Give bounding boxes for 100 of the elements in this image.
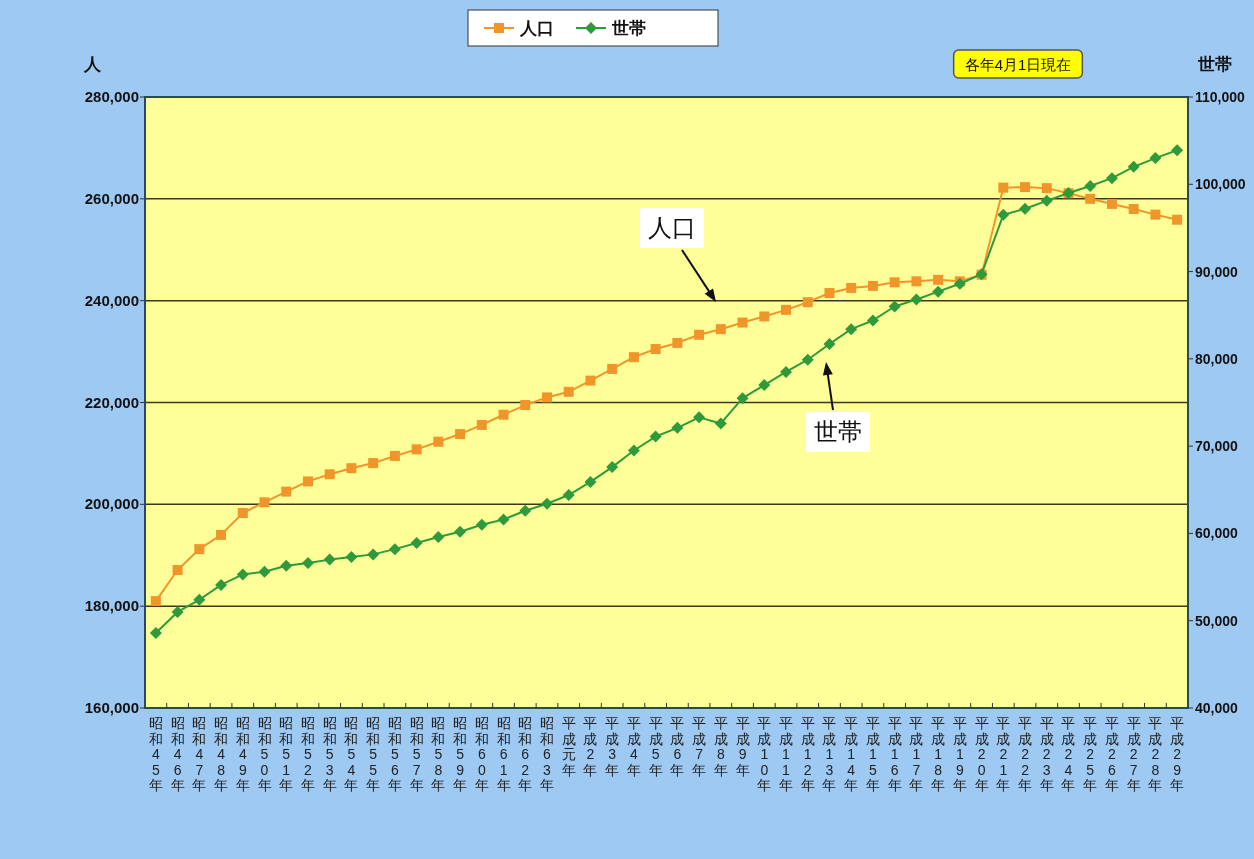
point (302, 476, 313, 487)
point (150, 596, 161, 607)
x-tick-label: 昭和47年 (192, 715, 207, 793)
y2-axis-title: 世帯 (1197, 55, 1232, 74)
x-tick-label: 平成22年 (1018, 715, 1033, 793)
point (259, 497, 270, 508)
y-tick-label: 180,000 (84, 597, 139, 615)
x-tick-label: 平成27年 (1126, 715, 1141, 793)
x-tick-label: 昭和54年 (344, 715, 359, 793)
point (584, 475, 597, 488)
x-tick-label: 平成14年 (844, 715, 859, 793)
point (649, 430, 662, 443)
point (737, 317, 748, 328)
y2-tick-label: 70,000 (1195, 438, 1239, 455)
point (540, 497, 553, 510)
point (368, 458, 379, 469)
point (149, 626, 162, 639)
point (455, 429, 466, 440)
x-tick-label: 平成10年 (757, 715, 772, 793)
point (1171, 144, 1184, 157)
x-tick-label: 平成18年 (931, 715, 946, 793)
y2-tick-label: 100,000 (1195, 176, 1246, 193)
x-tick-label: 平成20年 (974, 715, 989, 793)
point (194, 544, 205, 555)
point (910, 293, 923, 306)
point (216, 529, 227, 540)
point (476, 419, 487, 430)
point (1172, 214, 1183, 225)
point (1106, 198, 1117, 209)
x-tick-label: 平成23年 (1039, 715, 1054, 793)
x-tick-label: 平成28年 (1148, 715, 1163, 793)
point (237, 507, 248, 518)
point (563, 386, 574, 397)
point (846, 282, 857, 293)
x-tick-label: 昭和56年 (387, 715, 402, 793)
x-tick-label: 昭和55年 (366, 715, 381, 793)
y-tick-label: 240,000 (84, 291, 139, 309)
point (280, 559, 293, 572)
x-tick-label: 昭和63年 (539, 715, 554, 793)
x-tick-label: 平成8年 (713, 715, 728, 778)
x-tick-label: 平成4年 (626, 715, 641, 778)
x-tick-label: 昭和60年 (474, 715, 489, 793)
point (1040, 194, 1053, 207)
x-tick-label: 昭和57年 (409, 715, 424, 793)
y-tick-label: 280,000 (84, 88, 139, 105)
point (627, 444, 640, 457)
point (672, 337, 683, 348)
point (215, 578, 228, 591)
point (888, 300, 901, 313)
x-tick-label: 昭和48年 (214, 715, 229, 793)
y2-tick-label: 80,000 (1195, 350, 1239, 367)
x-tick-label: 昭和53年 (322, 715, 337, 793)
x-tick-label: 昭和58年 (431, 715, 446, 793)
point (867, 280, 878, 291)
point (345, 551, 358, 563)
annotation: 世帯 (814, 418, 862, 446)
point (172, 565, 183, 576)
point (1150, 209, 1161, 220)
point (758, 379, 771, 392)
point (845, 323, 858, 336)
point (1085, 193, 1096, 204)
point (497, 513, 510, 526)
point (433, 436, 444, 447)
y2-tick-label: 90,000 (1195, 263, 1239, 280)
y-tick-label: 260,000 (84, 189, 139, 207)
x-tick-label: 昭和62年 (518, 715, 533, 793)
annotation: 人口 (648, 214, 696, 242)
point (346, 463, 357, 474)
x-tick-label: 平成6年 (670, 715, 685, 778)
x-tick-label: 平成2年 (583, 715, 598, 778)
x-tick-label: 昭和45年 (148, 715, 163, 793)
x-tick-label: 平成21年 (996, 715, 1011, 793)
x-tick-label: 昭和52年 (300, 715, 315, 793)
point (1149, 152, 1162, 165)
point (541, 392, 552, 403)
x-tick-label: 昭和61年 (496, 715, 511, 793)
point (519, 504, 532, 517)
point (694, 329, 705, 340)
point (889, 277, 900, 288)
point (301, 557, 314, 570)
x-tick-label: 平成29年 (1170, 715, 1185, 793)
point (998, 182, 1009, 193)
y2-tick-label: 40,000 (1195, 700, 1239, 716)
point (997, 208, 1010, 221)
x-tick-label: 平成9年 (735, 715, 750, 778)
y2-tick-label: 60,000 (1195, 525, 1239, 542)
point (389, 450, 400, 461)
point (823, 338, 836, 351)
point (802, 297, 813, 308)
point (801, 353, 814, 366)
point (193, 593, 206, 606)
point (911, 276, 922, 287)
point (736, 392, 749, 405)
point (520, 400, 531, 411)
y-axis-title: 人 (82, 55, 102, 74)
point (824, 288, 835, 299)
point (323, 553, 336, 566)
point (781, 304, 792, 315)
point (714, 417, 727, 430)
text: 各年4月1日現在 (964, 56, 1072, 73)
